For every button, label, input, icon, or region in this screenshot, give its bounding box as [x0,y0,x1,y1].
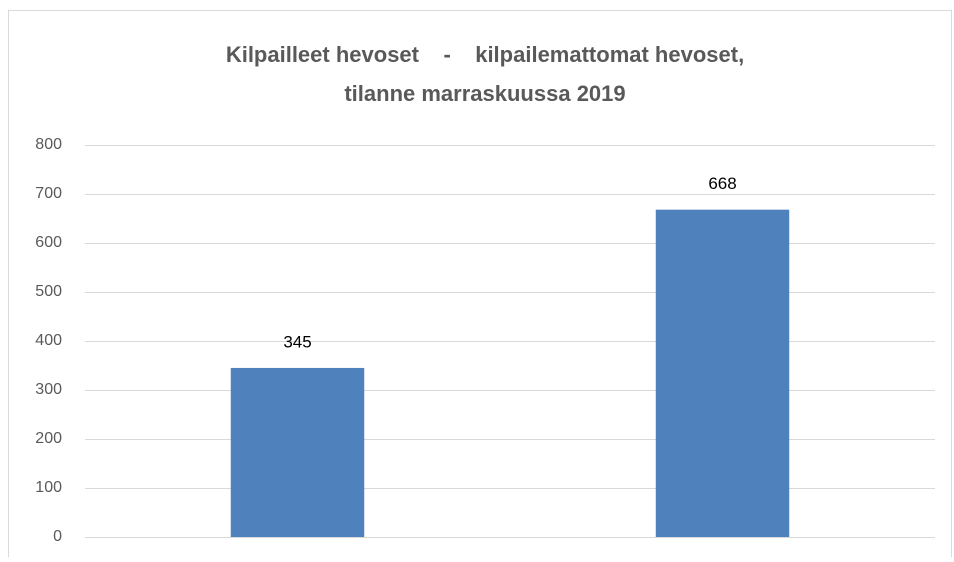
y-tick-label: 300 [35,381,62,398]
chart-title: Kilpailleet hevoset - kilpailemattomat h… [226,42,744,67]
chart-title: tilanne marraskuussa 2019 [344,81,625,106]
y-tick-label: 0 [53,528,62,545]
chart-border [8,10,952,562]
y-tick-label: 600 [35,234,62,251]
y-tick-label: 200 [35,430,62,447]
bar [655,209,790,537]
data-label: 668 [708,174,736,193]
y-tick-label: 400 [35,332,62,349]
y-tick-label: 100 [35,479,62,496]
y-tick-label: 500 [35,283,62,300]
bar [230,367,365,537]
y-tick-label: 800 [35,136,62,153]
data-label: 345 [283,332,311,351]
y-tick-label: 700 [35,185,62,202]
